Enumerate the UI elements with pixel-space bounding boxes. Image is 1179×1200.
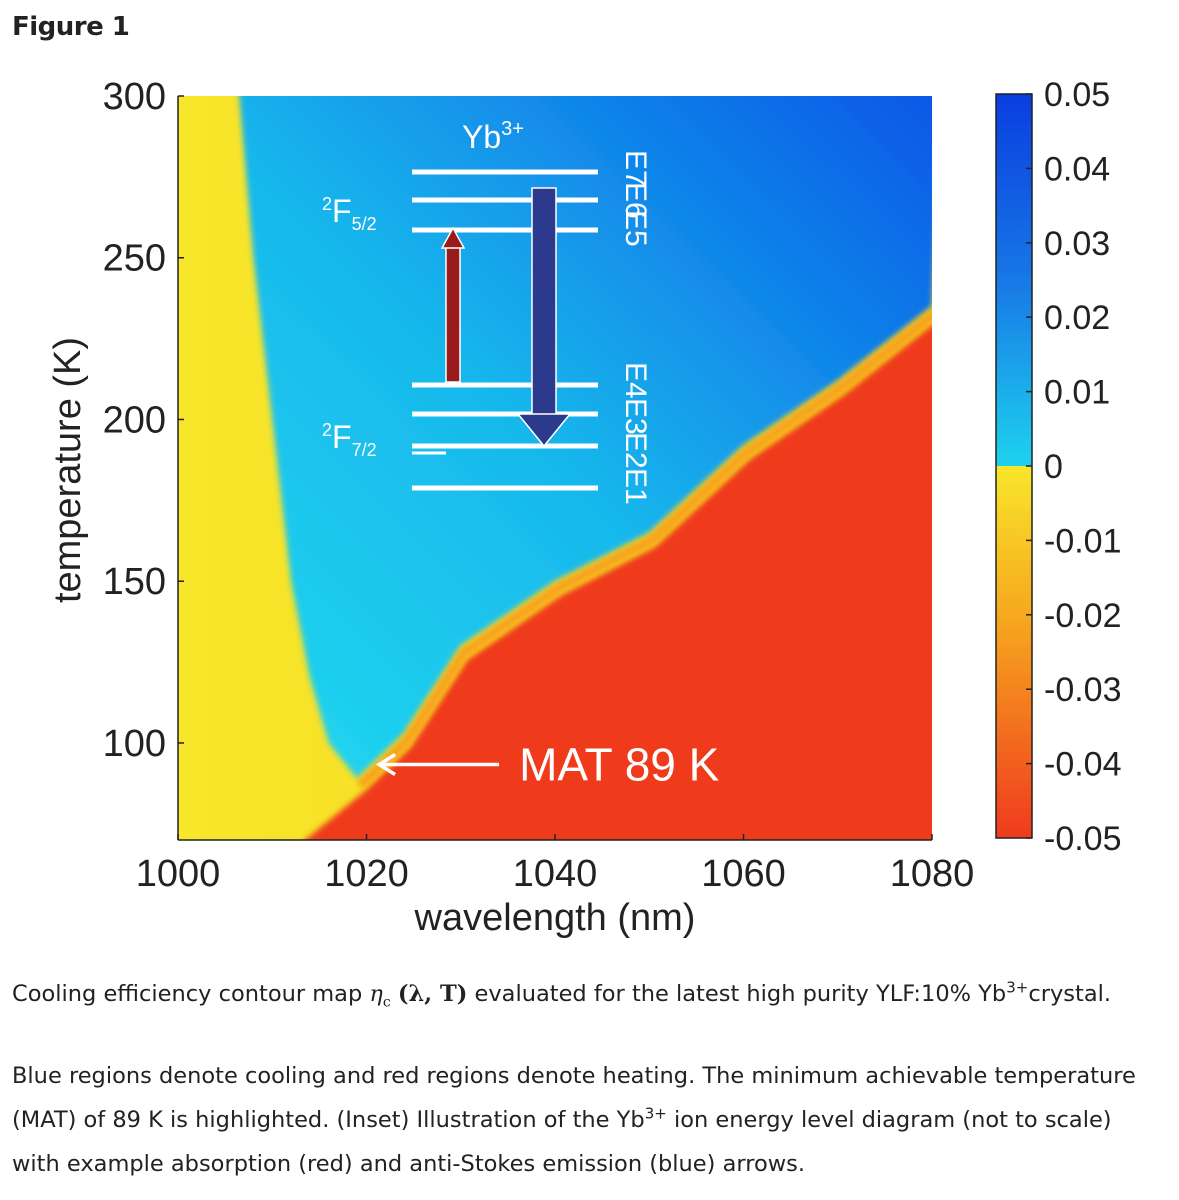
figure-heading: Figure 1 [12,12,130,42]
figure-description: Blue regions denote cooling and red regi… [12,1063,1136,1177]
x-tick-label: 1060 [701,853,786,895]
y-tick-label: 150 [103,561,166,603]
figure-caption: Cooling efficiency contour map ηc (λ, T)… [12,978,1112,1011]
y-tick-label: 200 [103,399,166,441]
x-tick-label: 1000 [136,853,221,895]
colorbar: 0.05 0.04 0.03 0.02 0.01 0 -0.01 -0.02 -0.03 -0.0… [995,76,1122,858]
lower-manifold-label: 2F7/2 [322,419,377,460]
colorbar-tick-label: -0.02 [1044,597,1122,635]
inset-ion-label: Yb3+ [462,118,524,155]
upper-manifold-label: 2F5/2 [322,193,377,234]
y-axis-label: temperature (K) [47,337,89,603]
colorbar-tick-label: 0 [1044,448,1063,486]
heating-region-red [305,324,932,840]
x-tick-label: 1080 [890,853,975,895]
colorbar-ticks: 0.05 0.04 0.03 0.02 0.01 0 -0.01 -0.02 -0.03 -0.0… [1026,76,1122,858]
x-axis-label: wavelength (nm) [414,897,696,939]
emission-arrow [516,187,572,448]
colorbar-tick-label: 0.01 [1044,374,1110,412]
cooling-efficiency-chart: 1000 1020 1040 1060 1080 100 150 200 250 300 wav… [47,76,1122,939]
x-tick-label: 1020 [324,853,409,895]
mat-annotation: MAT 89 K [375,739,720,791]
cooling-region [239,96,932,779]
colorbar-tick-label: -0.01 [1044,522,1122,560]
colorbar-tick-label: -0.03 [1044,671,1122,709]
x-tick-label: 1040 [513,853,598,895]
colorbar-tick-label: 0.02 [1044,299,1110,337]
y-tick-label: 250 [103,238,166,280]
y-tick-label: 100 [103,723,166,765]
x-ticks: 1000 1020 1040 1060 1080 [136,834,975,895]
level-label-e6: E6 [619,182,652,219]
level-label-e1: E1 [619,468,652,505]
y-ticks: 100 150 200 250 300 [103,76,184,765]
absorption-arrow [440,226,466,383]
colorbar-tick-label: 0.05 [1044,76,1110,114]
colorbar-tick-label: -0.05 [1044,820,1122,858]
colorbar-tick-label: 0.03 [1044,225,1110,263]
colorbar-tick-label: 0.04 [1044,150,1110,188]
level-label-e5: E5 [619,210,652,247]
colorbar-tick-label: -0.04 [1044,746,1122,784]
heating-region-orange-edge [356,309,932,790]
level-label-e3: E3 [619,398,652,435]
y-tick-label: 300 [103,76,166,118]
mat-label: MAT 89 K [519,739,720,791]
level-label-e7: E7 [619,150,652,187]
level-label-e4: E4 [619,362,652,399]
energy-level-inset: Yb3+ 2F5/2 2F7/2 E7 E6 E5 E4 E3 E2 E1 [322,118,652,505]
mat-arrow-head [375,753,397,777]
level-label-e2: E2 [619,432,652,469]
